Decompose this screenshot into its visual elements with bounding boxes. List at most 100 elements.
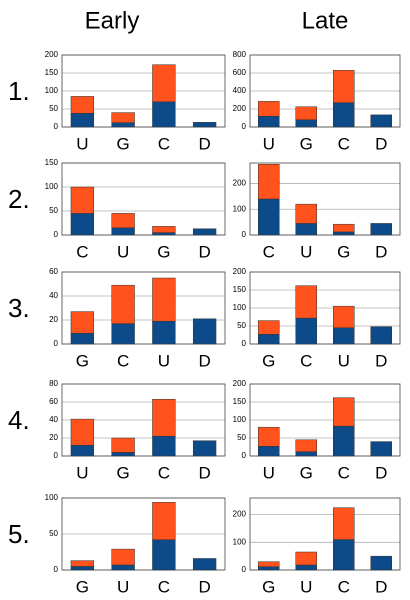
y-tick-label: 80	[49, 379, 58, 388]
x-tick-label: C	[117, 351, 129, 370]
x-tick-label: U	[300, 242, 312, 261]
bar-segment	[111, 213, 135, 229]
y-tick-label: 0	[242, 451, 247, 460]
bar-segment	[152, 399, 176, 437]
x-tick-label: C	[158, 134, 170, 153]
bar-segment	[70, 418, 95, 446]
bar-segment	[70, 113, 95, 128]
bar-segment	[192, 228, 217, 236]
y-tick-label: 800	[233, 50, 247, 59]
y-tick-label: 200	[233, 267, 247, 276]
row-label: 1.	[8, 76, 30, 106]
row-label: 2.	[8, 184, 30, 214]
x-tick-label: G	[300, 134, 313, 153]
bar-segment	[295, 551, 317, 566]
x-tick-label: D	[198, 351, 210, 370]
bar-segment	[152, 502, 176, 541]
bar-segment	[152, 226, 176, 233]
bar-segment	[192, 122, 217, 128]
bar-segment	[333, 539, 355, 571]
y-tick-label: 50	[49, 104, 58, 113]
plot-frame	[249, 162, 401, 236]
x-tick-label: D	[375, 577, 387, 596]
x-tick-label: D	[198, 134, 210, 153]
x-tick-label: U	[76, 134, 88, 153]
bar-segment	[333, 397, 355, 427]
x-tick-label: G	[117, 463, 130, 482]
bar-segment	[152, 101, 176, 128]
x-tick-label: D	[198, 242, 210, 261]
row-label: 5.	[8, 519, 30, 549]
bar-segment	[295, 285, 317, 319]
x-tick-label: U	[300, 577, 312, 596]
bar-segment	[70, 560, 95, 567]
bar-segment	[111, 548, 135, 566]
bar-segment	[258, 320, 280, 335]
y-tick-label: 20	[49, 315, 58, 324]
bar-segment	[192, 558, 217, 571]
bar-segment	[192, 440, 217, 457]
y-tick-label: 40	[49, 415, 58, 424]
y-tick-label: 0	[54, 230, 59, 239]
row-label: 3.	[8, 293, 30, 323]
bar-segment	[370, 223, 392, 236]
y-tick-label: 0	[54, 122, 59, 131]
y-tick-label: 100	[233, 204, 247, 213]
bar-segment	[370, 326, 392, 345]
plot-frame	[61, 383, 226, 457]
bar-segment	[152, 277, 176, 322]
bar-segment	[370, 555, 392, 571]
y-tick-label: 20	[49, 433, 58, 442]
bar-segment	[295, 564, 317, 571]
bar-segment	[295, 119, 317, 128]
y-tick-label: 200	[233, 379, 247, 388]
bar-segment	[295, 317, 317, 345]
bar-segment	[192, 318, 217, 345]
y-tick-label: 100	[233, 415, 247, 424]
y-tick-label: 0	[54, 451, 59, 460]
y-tick-label: 100	[45, 86, 59, 95]
x-tick-label: C	[158, 463, 170, 482]
y-tick-label: 600	[233, 68, 247, 77]
x-tick-label: C	[263, 242, 275, 261]
y-tick-label: 200	[233, 104, 247, 113]
y-tick-label: 0	[242, 339, 247, 348]
y-tick-label: 0	[54, 565, 59, 574]
x-tick-label: C	[338, 577, 350, 596]
bar-segment	[70, 213, 95, 236]
bar-segment	[152, 64, 176, 103]
bar-segment	[333, 102, 355, 128]
bar-segment	[152, 232, 176, 236]
bar-segment	[258, 566, 280, 571]
x-tick-label: U	[263, 463, 275, 482]
bar-segment	[258, 101, 280, 117]
bar-segment	[333, 425, 355, 457]
bar-segment	[111, 122, 135, 128]
bar-segment	[111, 437, 135, 453]
bar-segment	[258, 426, 280, 447]
bar-segment	[258, 164, 280, 200]
x-tick-label: G	[337, 242, 350, 261]
y-tick-label: 0	[242, 122, 247, 131]
column-header: Early	[85, 7, 140, 34]
column-header: Late	[302, 7, 349, 34]
x-tick-label: D	[375, 242, 387, 261]
y-tick-label: 60	[49, 267, 58, 276]
bar-segment	[333, 70, 355, 103]
y-tick-label: 40	[49, 291, 58, 300]
plot-frame	[249, 271, 401, 345]
bar-segment	[333, 507, 355, 540]
bar-segment	[258, 334, 280, 345]
x-tick-label: G	[300, 463, 313, 482]
x-tick-label: D	[198, 577, 210, 596]
bar-segment	[70, 566, 95, 571]
y-tick-label: 100	[233, 537, 247, 546]
plot-frame	[249, 383, 401, 457]
y-tick-label: 150	[233, 397, 247, 406]
x-tick-label: U	[158, 351, 170, 370]
x-tick-label: G	[76, 351, 89, 370]
y-tick-label: 60	[49, 397, 58, 406]
bar-segment	[258, 115, 280, 128]
x-tick-label: C	[76, 242, 88, 261]
